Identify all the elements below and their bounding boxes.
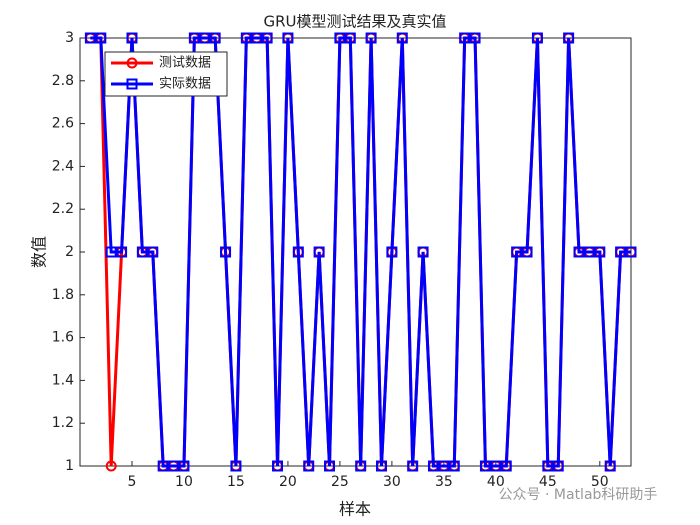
data-point: [95, 32, 107, 44]
y-tick-label: 2: [65, 244, 74, 260]
y-tick-label: 2.4: [52, 158, 74, 174]
data-point: [292, 246, 304, 258]
data-point: [438, 460, 450, 472]
data-point: [168, 460, 180, 472]
data-point: [105, 460, 117, 472]
data-point: [324, 460, 336, 472]
legend-label: 实际数据: [159, 77, 211, 92]
data-point: [126, 32, 138, 44]
y-tick-label: 1.2: [52, 415, 74, 431]
data-point: [188, 32, 200, 44]
data-point: [469, 32, 481, 44]
legend-label: 测试数据: [159, 56, 211, 71]
data-point: [531, 32, 543, 44]
data-point: [251, 32, 263, 44]
data-point: [563, 32, 575, 44]
data-point: [261, 32, 273, 44]
data-point: [427, 460, 439, 472]
data-point: [459, 32, 471, 44]
x-tick-label: 20: [279, 474, 297, 490]
data-point: [521, 246, 533, 258]
x-tick-label: 35: [435, 474, 453, 490]
data-point: [105, 246, 117, 258]
data-point: [199, 32, 211, 44]
data-point: [84, 32, 96, 44]
data-point: [604, 460, 616, 472]
data-point: [355, 460, 367, 472]
chart-title: GRU模型测试结果及真实值: [263, 13, 446, 31]
y-axis-label: 数值: [30, 236, 49, 268]
data-point: [552, 460, 564, 472]
data-point: [230, 460, 242, 472]
x-tick-label: 40: [487, 474, 505, 490]
data-point: [136, 246, 148, 258]
data-point: [116, 246, 128, 258]
data-point: [313, 246, 325, 258]
data-point: [240, 32, 252, 44]
y-tick-label: 1: [65, 458, 74, 474]
x-tick-label: 50: [591, 474, 609, 490]
x-tick-label: 30: [383, 474, 401, 490]
y-tick-label: 1.6: [52, 330, 74, 346]
data-point: [594, 246, 606, 258]
y-tick-label: 1.4: [52, 372, 74, 388]
data-point: [334, 32, 346, 44]
data-point: [220, 246, 232, 258]
x-axis-label: 样本: [339, 500, 371, 519]
data-point: [511, 246, 523, 258]
data-point: [209, 32, 221, 44]
data-point: [615, 246, 627, 258]
data-point: [479, 460, 491, 472]
data-point: [386, 246, 398, 258]
data-point: [396, 32, 408, 44]
data-point: [625, 246, 637, 258]
x-tick-label: 25: [331, 474, 349, 490]
data-point: [542, 460, 554, 472]
y-tick-label: 2.2: [52, 201, 74, 217]
data-point: [272, 460, 284, 472]
legend-box: [104, 51, 228, 97]
x-tick-label: 5: [128, 474, 137, 490]
data-point: [303, 460, 315, 472]
data-point: [375, 460, 387, 472]
data-point: [282, 32, 294, 44]
data-point: [573, 246, 585, 258]
data-point: [407, 460, 419, 472]
data-point: [178, 460, 190, 472]
data-point: [448, 460, 460, 472]
y-tick-label: 1.8: [52, 287, 74, 303]
legend-marker: [126, 57, 138, 69]
data-point: [365, 32, 377, 44]
data-point: [157, 460, 169, 472]
y-tick-label: 3: [65, 30, 74, 46]
watermark: 公众号 · Matlab科研助手: [499, 487, 658, 503]
series-line: [90, 36, 631, 468]
data-point: [490, 460, 502, 472]
x-tick-label: 15: [227, 474, 245, 490]
legend-marker: [126, 78, 138, 90]
data-point: [147, 246, 159, 258]
x-tick-label: 10: [175, 474, 193, 490]
data-point: [500, 460, 512, 472]
y-tick-label: 2.6: [52, 116, 74, 132]
data-point: [344, 32, 356, 44]
data-point: [417, 246, 429, 258]
y-tick-label: 2.8: [52, 73, 74, 89]
data-point: [583, 246, 595, 258]
x-tick-label: 45: [539, 474, 557, 490]
